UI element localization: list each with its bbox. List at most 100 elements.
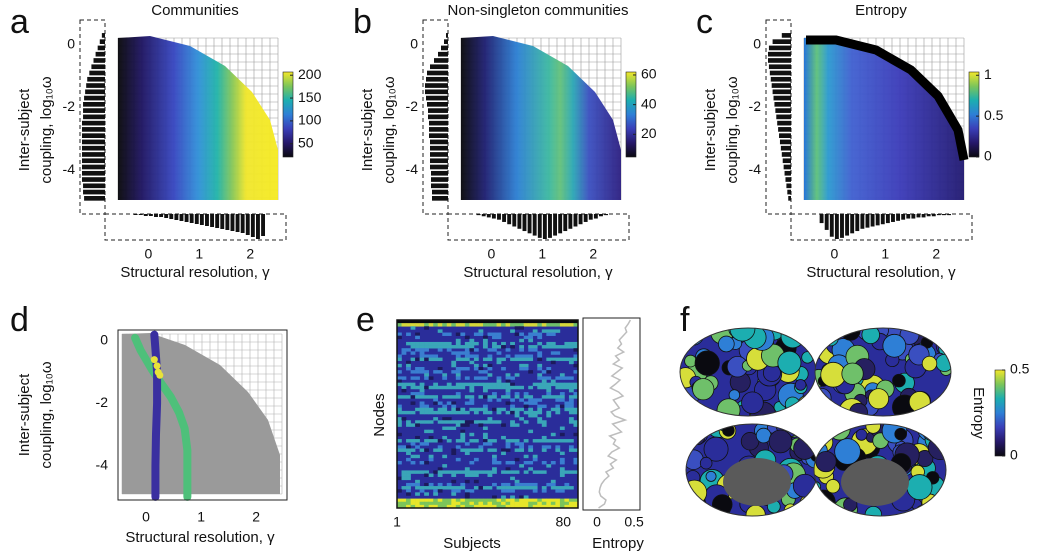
raster-cell [464, 501, 470, 506]
y-hist-bar [99, 39, 105, 44]
x-tick-label: 0 [487, 246, 495, 262]
raster-cell [446, 426, 452, 430]
raster-cell [555, 489, 561, 493]
raster-cell [528, 320, 534, 324]
raster-cell [406, 332, 411, 336]
raster-cell [573, 320, 579, 324]
colorbar-tick-label: 150 [298, 89, 322, 105]
raster-cell [406, 395, 411, 399]
raster-cell [537, 439, 543, 443]
raster-cell [473, 501, 479, 506]
raster-cell [546, 464, 552, 468]
raster-cell [424, 354, 429, 358]
raster-cell [564, 376, 570, 380]
raster-cell [492, 495, 497, 499]
raster-cell [510, 501, 515, 506]
raster-cell [546, 341, 552, 346]
raster-cell [460, 357, 466, 362]
raster-cell [397, 382, 402, 387]
raster-cell [559, 489, 565, 493]
raster-cell [410, 376, 416, 380]
y-hist-bar [780, 145, 791, 151]
raster-cell [505, 348, 511, 352]
raster-cell [455, 420, 461, 424]
y-hist-bar [82, 127, 105, 132]
raster-cell [451, 410, 457, 415]
raster-cell [428, 429, 434, 434]
raster-cell [505, 392, 511, 396]
raster-cell [487, 354, 493, 358]
colorbar-title: Entropy [970, 387, 987, 439]
x-hist-bar [942, 214, 946, 216]
raster-cell [568, 323, 574, 327]
raster-cell [519, 501, 524, 506]
raster-cell [469, 398, 475, 402]
raster-cell [455, 439, 461, 443]
raster-cell [519, 504, 524, 509]
raster-cell [510, 470, 515, 474]
raster-cell [406, 498, 411, 503]
raster-cell [496, 335, 502, 340]
raster-cell [455, 395, 461, 399]
raster-cell [397, 376, 402, 380]
raster-cell [415, 454, 420, 459]
raster-cell [437, 407, 443, 412]
raster-cell [478, 504, 484, 509]
brain-parcel [777, 350, 802, 375]
raster-cell [492, 470, 497, 474]
raster-cell [546, 320, 552, 324]
raster-cell [446, 320, 452, 324]
raster-cell [397, 501, 402, 506]
raster-cell [424, 486, 429, 490]
raster-cell [446, 341, 452, 346]
path-point [150, 356, 158, 364]
raster-cell [546, 382, 552, 387]
raster-cell [537, 398, 543, 402]
raster-cell [559, 373, 565, 377]
y-hist-bar [779, 139, 791, 145]
raster-cell [442, 426, 448, 430]
raster-cell [469, 470, 475, 474]
raster-cell [510, 398, 515, 402]
raster-cell [451, 407, 457, 412]
y-hist-bar [430, 158, 448, 164]
raster-cell [410, 448, 416, 452]
raster-cell [559, 404, 565, 409]
raster-cell [492, 457, 497, 462]
brain-parcel [796, 394, 816, 416]
raster-cell [559, 385, 565, 390]
raster-cell [519, 323, 524, 327]
raster-cell [419, 367, 425, 371]
raster-cell [573, 432, 579, 437]
raster-cell [514, 504, 520, 509]
raster-cell [528, 467, 534, 471]
raster-cell [523, 410, 529, 415]
raster-cell [568, 445, 574, 449]
raster-cell [487, 498, 493, 503]
raster-cell [464, 345, 470, 349]
raster-cell [460, 410, 466, 415]
raster-cell [523, 461, 529, 465]
raster-cell [510, 407, 515, 412]
raster-cell [482, 420, 488, 424]
x-hist-bar [896, 214, 901, 221]
brain-parcel [931, 402, 951, 416]
raster-cell [473, 323, 479, 327]
raster-cell [559, 467, 565, 471]
raster-cell [537, 332, 543, 336]
y-tick-label: -4 [406, 161, 419, 177]
raster-cell [510, 404, 515, 409]
raster-cell [433, 357, 439, 362]
y-hist-bar [430, 164, 448, 170]
raster-cell [568, 376, 574, 380]
raster-cell [537, 470, 543, 474]
y-tick-label: -4 [749, 161, 762, 177]
raster-cell [501, 385, 506, 390]
raster-cell [541, 320, 547, 324]
raster-cell [464, 376, 470, 380]
y-hist-bar [441, 45, 448, 51]
raster-cell [455, 489, 461, 493]
raster-cell [460, 320, 466, 324]
raster-cell [523, 498, 529, 503]
x-hist-bar [507, 214, 512, 225]
